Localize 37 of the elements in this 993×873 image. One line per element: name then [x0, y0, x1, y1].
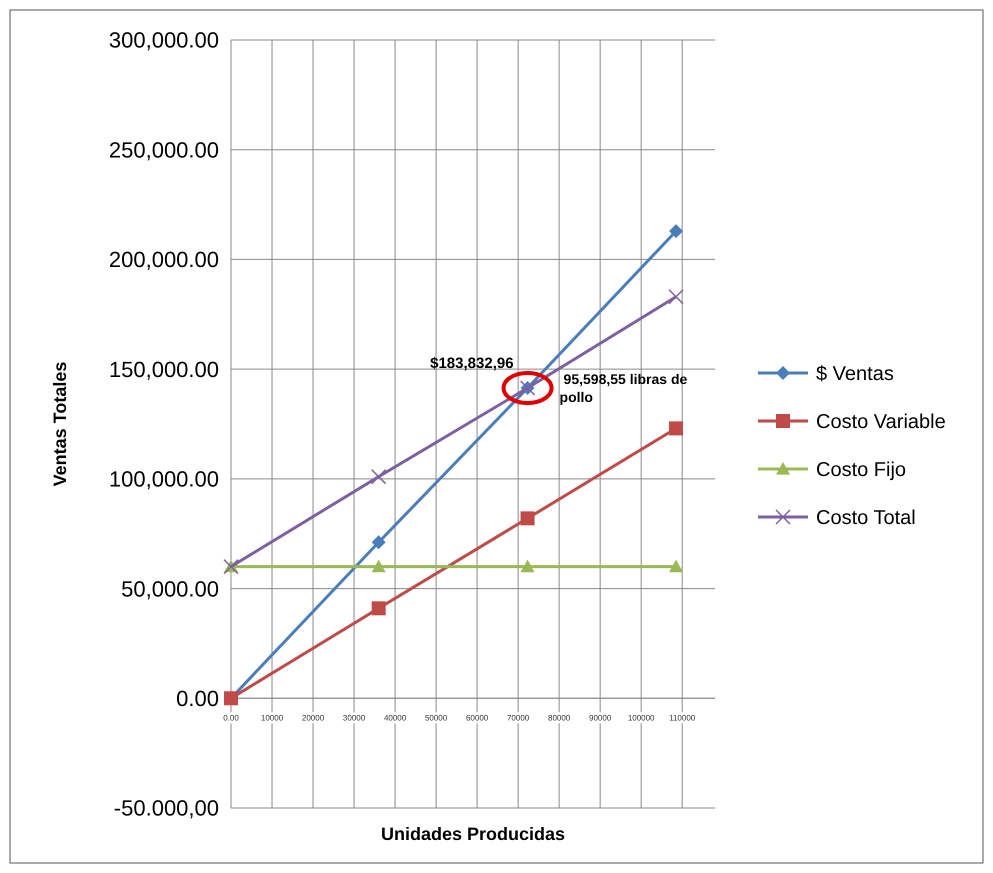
y-tick-label: 150,000.00: [108, 356, 219, 382]
y-axis-title: Ventas Totales: [50, 362, 70, 486]
x-tick-label: 60000: [466, 713, 489, 722]
x-tick-label: 70000: [506, 713, 530, 722]
legend-label: $ Ventas: [816, 363, 894, 385]
legend-label: Costo Variable: [816, 411, 946, 433]
legend-label: Costo Fijo: [816, 459, 906, 481]
point: [370, 468, 386, 484]
y-tick-label: 100,000.00: [108, 466, 219, 492]
point: [372, 601, 386, 616]
point: [520, 511, 535, 526]
point: [669, 421, 684, 436]
legend-label: Costo Total: [816, 507, 916, 529]
point: [668, 288, 684, 304]
y-tick-label: -50.000,00: [114, 796, 219, 821]
x-tick-label: 110000: [669, 713, 696, 722]
x-tick-label: 100000: [628, 713, 656, 722]
y-tick-label: 200,000.00: [108, 247, 219, 272]
y-tick-label: 50,000.00: [121, 576, 219, 602]
point: [372, 535, 386, 550]
x-tick-label: 50000: [424, 713, 448, 722]
point: [520, 560, 535, 572]
annotation: $183,832,96: [430, 355, 514, 372]
y-tick-label: 300,000.00: [108, 28, 219, 53]
x-tick-label: 90000: [589, 713, 612, 722]
annotation: 95,598,55 libras de pollo: [560, 371, 688, 406]
x-tick-label: 0.00: [223, 713, 240, 722]
x-tick-label: 80000: [548, 713, 571, 722]
point: [669, 224, 684, 238]
x-tick-label: 10000: [260, 713, 284, 722]
x-tick-label: 40000: [384, 713, 407, 722]
point: [669, 560, 684, 572]
x-tick-label: 20000: [302, 713, 325, 722]
y-tick-label: 250,000.00: [108, 137, 219, 162]
x-tick-label: 30000: [342, 713, 366, 722]
point: [372, 560, 386, 572]
x-axis-title: Unidades Producidas: [380, 824, 566, 844]
